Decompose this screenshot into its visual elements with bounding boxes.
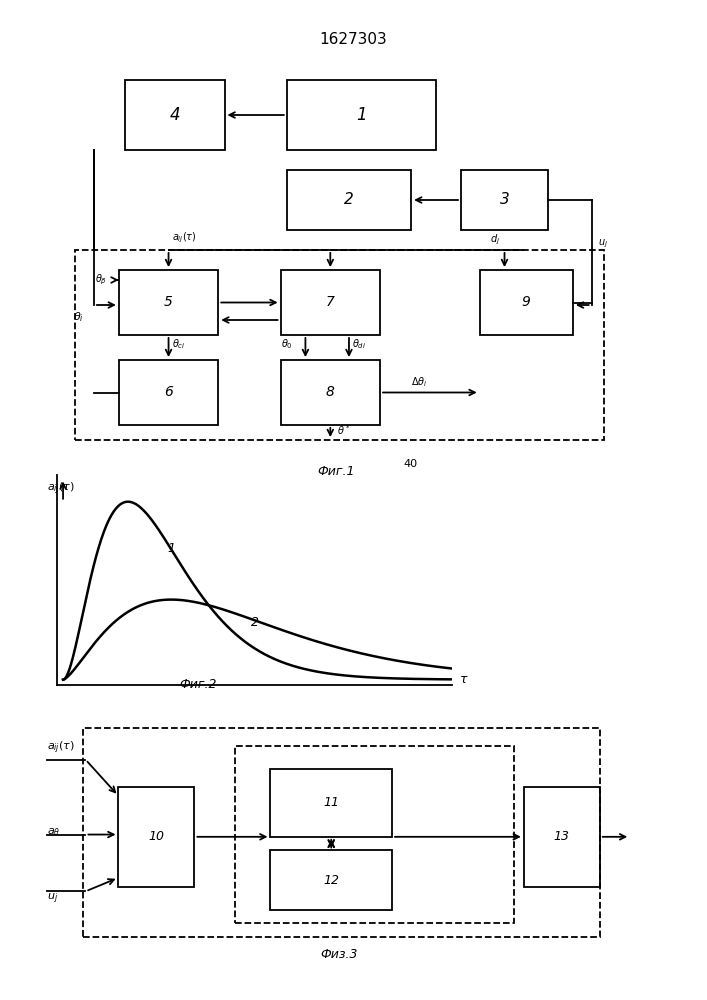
Text: 10: 10 (148, 830, 165, 843)
Text: 7: 7 (326, 296, 334, 310)
Text: $\theta_\beta$: $\theta_\beta$ (95, 273, 107, 287)
Bar (281, 360, 380, 425)
Bar (119, 787, 194, 887)
Text: $\theta_i$: $\theta_i$ (73, 310, 84, 324)
Bar (287, 170, 411, 230)
Bar (461, 170, 548, 230)
Text: $a_{ij}(\tau)$: $a_{ij}(\tau)$ (47, 740, 76, 756)
Text: 12: 12 (323, 874, 339, 886)
Text: 9: 9 (522, 296, 531, 310)
Text: $u_j$: $u_j$ (598, 237, 608, 250)
Text: 2: 2 (344, 192, 354, 208)
Text: $\theta_{ci}$: $\theta_{ci}$ (172, 338, 185, 351)
Bar (119, 360, 218, 425)
Bar (119, 270, 218, 335)
Text: $u_j$: $u_j$ (47, 892, 59, 906)
Text: 8: 8 (326, 385, 334, 399)
Text: $d_j$: $d_j$ (490, 233, 501, 247)
Text: 13: 13 (554, 830, 570, 843)
Bar (270, 769, 392, 837)
Bar (479, 270, 573, 335)
Bar (287, 80, 436, 150)
Text: $a_{ij}(\tau)$: $a_{ij}(\tau)$ (172, 231, 197, 245)
Text: $\theta_0$: $\theta_0$ (281, 338, 293, 351)
Bar (524, 787, 600, 887)
Text: 11: 11 (323, 796, 339, 809)
Bar (281, 270, 380, 335)
Text: $\Delta\theta_i$: $\Delta\theta_i$ (411, 375, 428, 389)
Text: 2: 2 (251, 616, 259, 629)
Text: 5: 5 (164, 296, 173, 310)
Text: Фиг.2: Фиг.2 (179, 678, 217, 691)
Text: $a_\theta$: $a_\theta$ (47, 827, 61, 838)
Bar (125, 80, 225, 150)
Text: 4: 4 (170, 106, 180, 124)
Text: 3: 3 (500, 192, 509, 208)
Text: 6: 6 (164, 385, 173, 399)
Text: 1627303: 1627303 (320, 32, 387, 47)
Text: 40: 40 (403, 459, 417, 469)
Text: $\theta_{di}$: $\theta_{di}$ (352, 338, 366, 351)
Text: 1: 1 (167, 542, 175, 555)
Text: Фиг.1: Фиг.1 (317, 465, 356, 478)
Text: Физ.3: Физ.3 (320, 948, 358, 961)
Bar (270, 850, 392, 910)
Text: $\tau$: $\tau$ (459, 673, 469, 686)
Text: $\theta^*$: $\theta^*$ (337, 423, 350, 437)
Text: 1: 1 (356, 106, 367, 124)
Text: $a_{ij}(\tau)$: $a_{ij}(\tau)$ (47, 480, 75, 497)
